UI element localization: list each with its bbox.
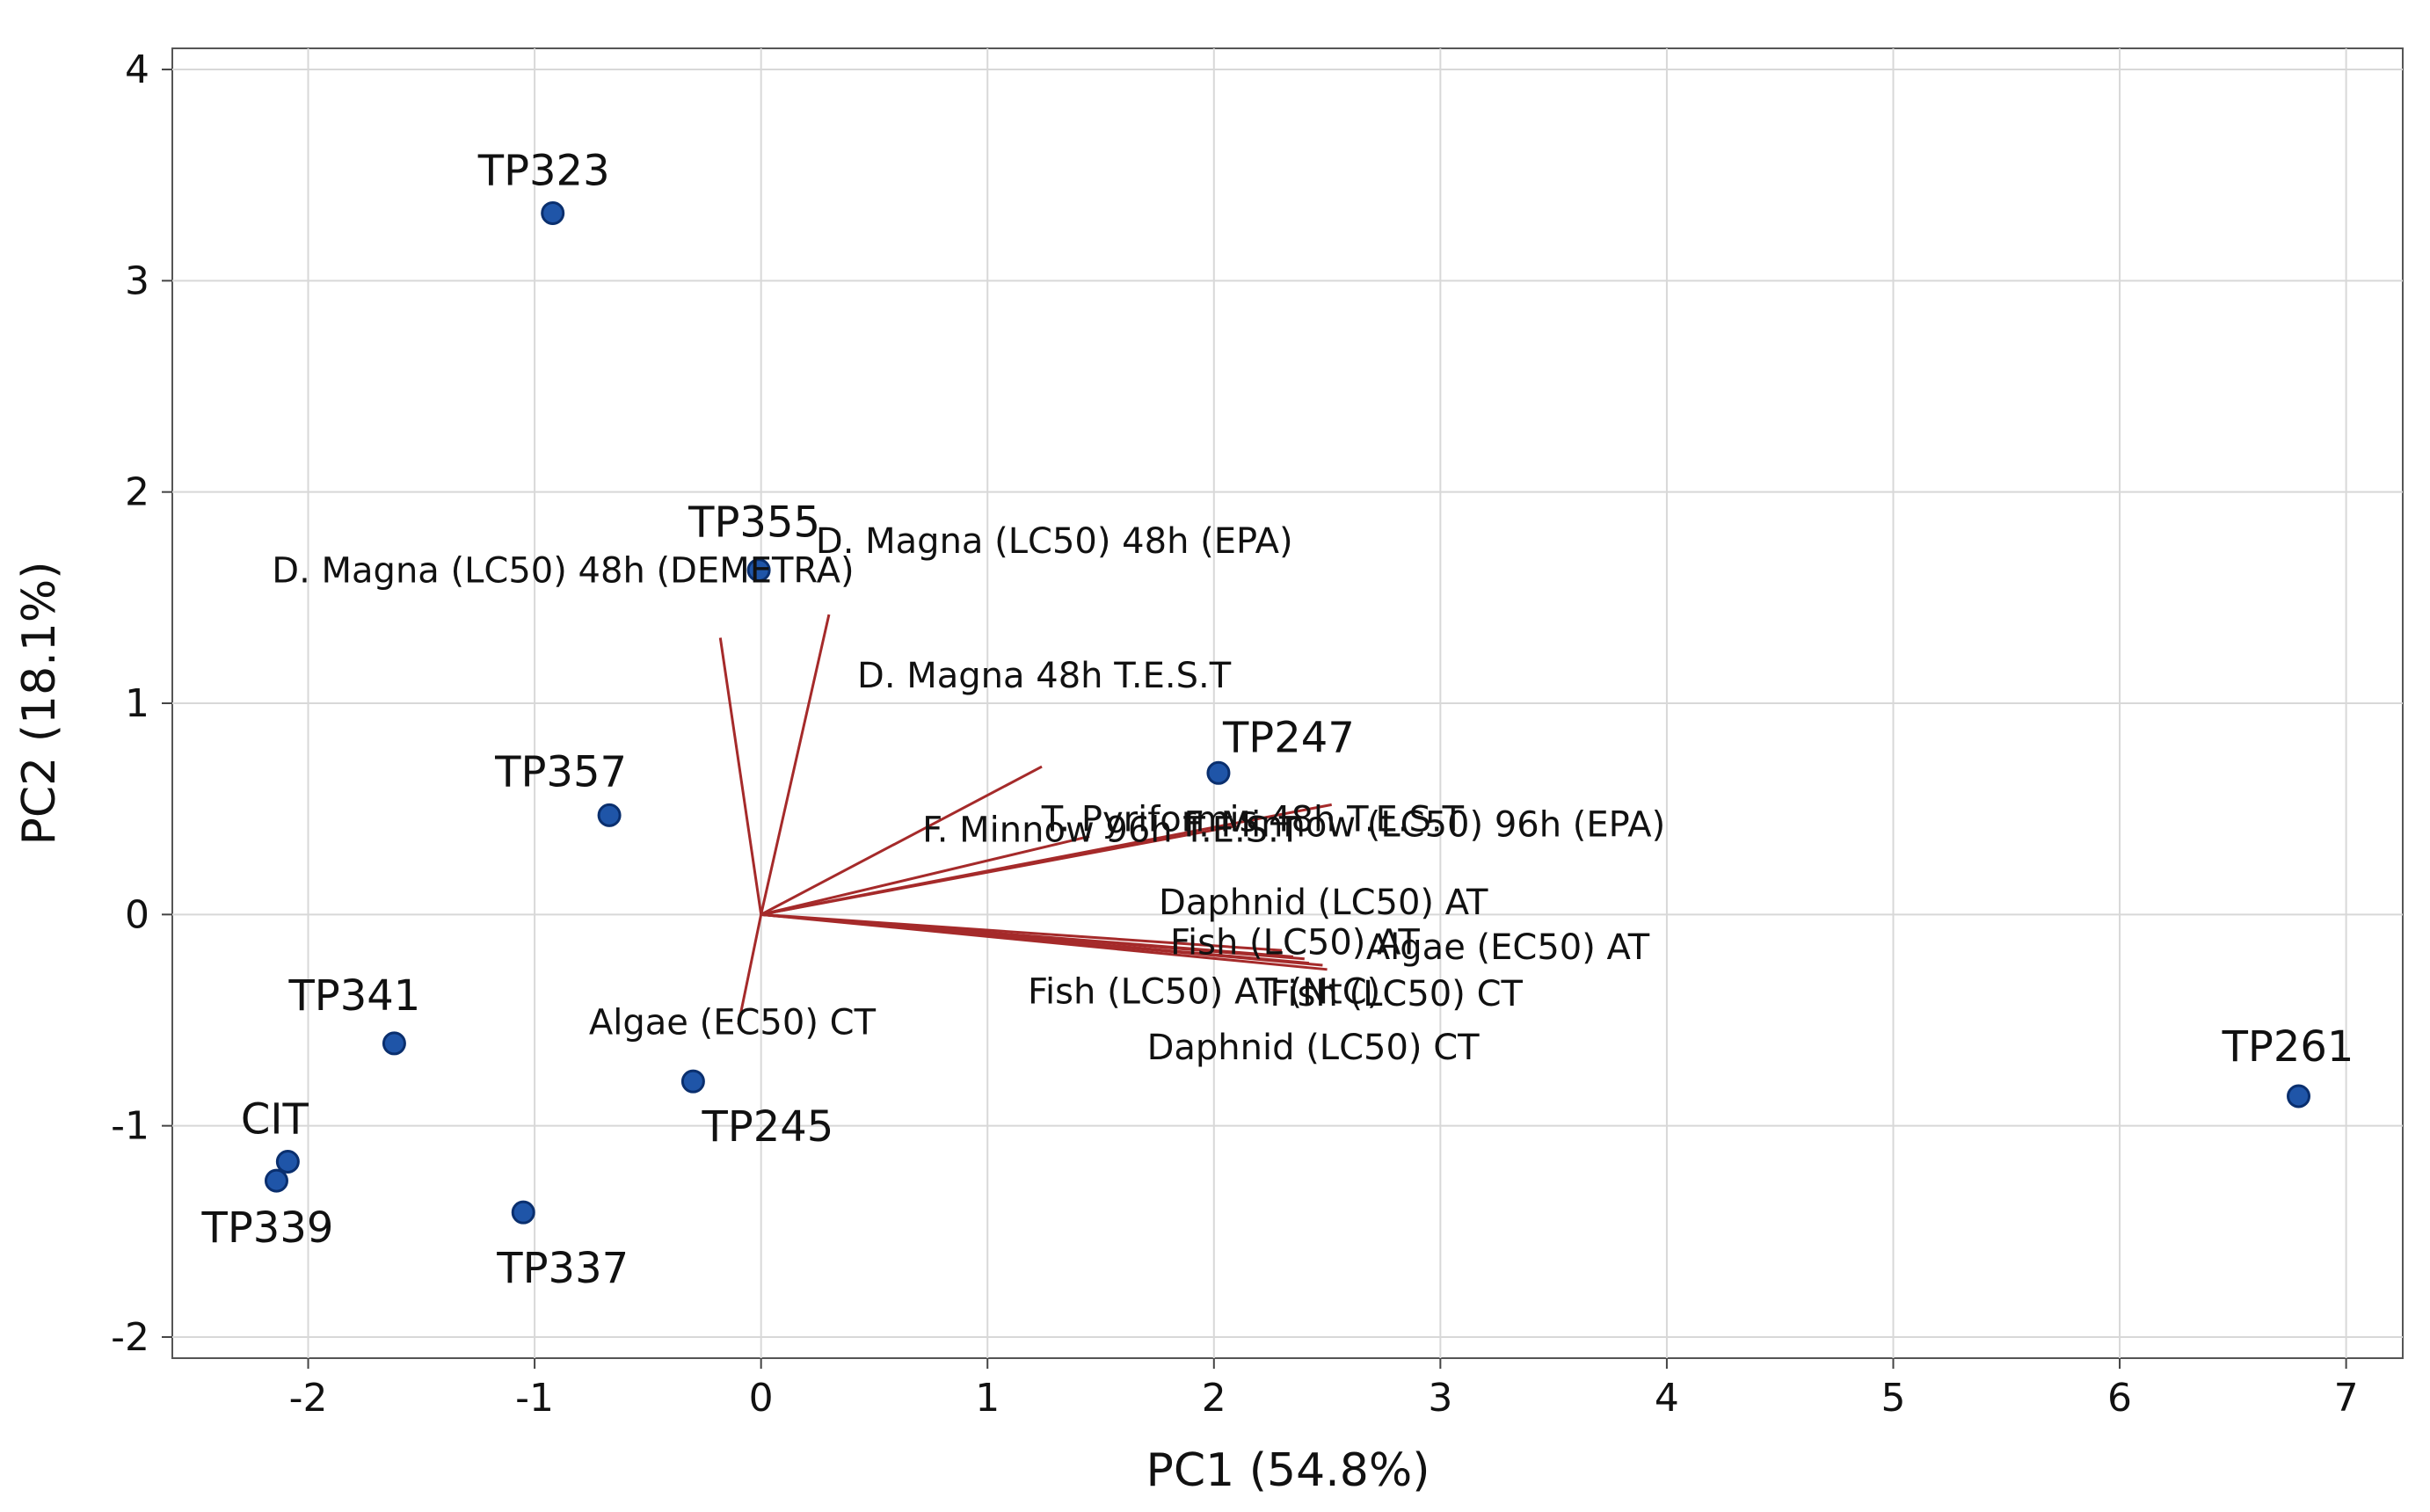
x-tick-label: 7 xyxy=(2334,1376,2359,1421)
x-tick-label: 3 xyxy=(1428,1376,1452,1421)
axis-ticks: -2 -1 0 1 2 3 4 5 6 7 -2 -1 0 1 2 3 4 xyxy=(111,47,2358,1421)
score-point xyxy=(264,1168,288,1193)
y-tick-label: 2 xyxy=(125,470,149,515)
loading-vector-label: D. Magna (LC50) 48h (EPA) xyxy=(816,521,1293,562)
score-point-label: TP355 xyxy=(688,498,820,548)
x-tick-label: 5 xyxy=(1881,1376,1905,1421)
score-point xyxy=(597,803,622,827)
score-point-label: TP339 xyxy=(201,1203,334,1253)
x-tick-label: 6 xyxy=(2107,1376,2132,1421)
score-point-label: TP261 xyxy=(2222,1022,2354,1072)
score-point xyxy=(680,1069,705,1094)
loading-vector-label: F. Minnow 96h T.E.S.T xyxy=(922,810,1301,850)
score-point xyxy=(382,1031,406,1056)
loading-vector-line xyxy=(718,637,763,915)
score-point xyxy=(2287,1084,2311,1109)
loading-vector-line xyxy=(760,803,1333,916)
loading-vector-label: Fish (LC50) CT xyxy=(1270,974,1523,1014)
score-point-label: TP323 xyxy=(477,146,610,195)
score-point-label: TP341 xyxy=(287,971,420,1021)
chart-labels: D. Magna (LC50) 48h (EPA)D. Magna (LC50)… xyxy=(201,146,2354,1293)
x-tick-label: 4 xyxy=(1655,1376,1679,1421)
loading-vectors xyxy=(718,614,1333,1025)
loading-vector-line xyxy=(737,914,763,1025)
loading-vector-label: Daphnid (LC50) CT xyxy=(1147,1028,1481,1068)
score-point xyxy=(511,1200,535,1225)
x-axis-title: PC1 (54.8%) xyxy=(1146,1444,1430,1497)
y-tick-label: -1 xyxy=(111,1104,149,1149)
score-point-label: TP357 xyxy=(494,747,627,796)
loading-vector-label: D. Magna 48h T.E.S.T xyxy=(857,656,1232,696)
grid-lines xyxy=(172,48,2403,1358)
loading-vector-label: Algae (EC50) AT xyxy=(1366,927,1650,968)
loading-vector-line xyxy=(760,614,831,915)
x-tick-label: 0 xyxy=(749,1376,774,1421)
score-point xyxy=(1206,760,1231,785)
score-point-label: TP245 xyxy=(701,1102,833,1152)
x-tick-label: -1 xyxy=(515,1376,554,1421)
loading-vector-label: D. Magna (LC50) 48h (DEMETRA) xyxy=(272,551,854,592)
y-tick-label: 4 xyxy=(125,47,149,92)
score-point xyxy=(541,200,565,225)
y-tick-label: 0 xyxy=(125,892,149,937)
score-point xyxy=(275,1150,300,1174)
score-point-label: TP247 xyxy=(1222,713,1355,762)
loading-vector-label: Daphnid (LC50) AT xyxy=(1159,883,1488,923)
loading-vector-line xyxy=(760,834,1090,916)
loading-vector-label: Fish (LC50) AT (NtC) xyxy=(1028,972,1380,1013)
score-points xyxy=(264,200,2311,1225)
loading-vector-label: Fish (LC50) AT xyxy=(1170,922,1420,963)
x-tick-label: -2 xyxy=(289,1376,328,1421)
score-point-label: CIT xyxy=(241,1095,309,1145)
loading-vector-label: F. Minnow (LC50) 96h (EPA) xyxy=(1184,804,1666,845)
loading-vector-line xyxy=(760,912,1328,971)
y-axis-title: PC2 (18.1%) xyxy=(13,561,66,845)
y-tick-label: 1 xyxy=(125,681,149,726)
x-tick-label: 1 xyxy=(975,1376,1000,1421)
y-tick-label: 3 xyxy=(125,258,149,303)
loading-vector-line xyxy=(760,765,1043,916)
score-point-label: TP337 xyxy=(496,1244,629,1293)
y-tick-label: -2 xyxy=(111,1315,149,1360)
loading-vector-label: T. Pyriformis 48h T.E.S.T xyxy=(1041,799,1465,840)
loading-vector-label: Algae (EC50) CT xyxy=(589,1002,877,1043)
score-point xyxy=(746,558,771,583)
x-tick-label: 2 xyxy=(1202,1376,1226,1421)
